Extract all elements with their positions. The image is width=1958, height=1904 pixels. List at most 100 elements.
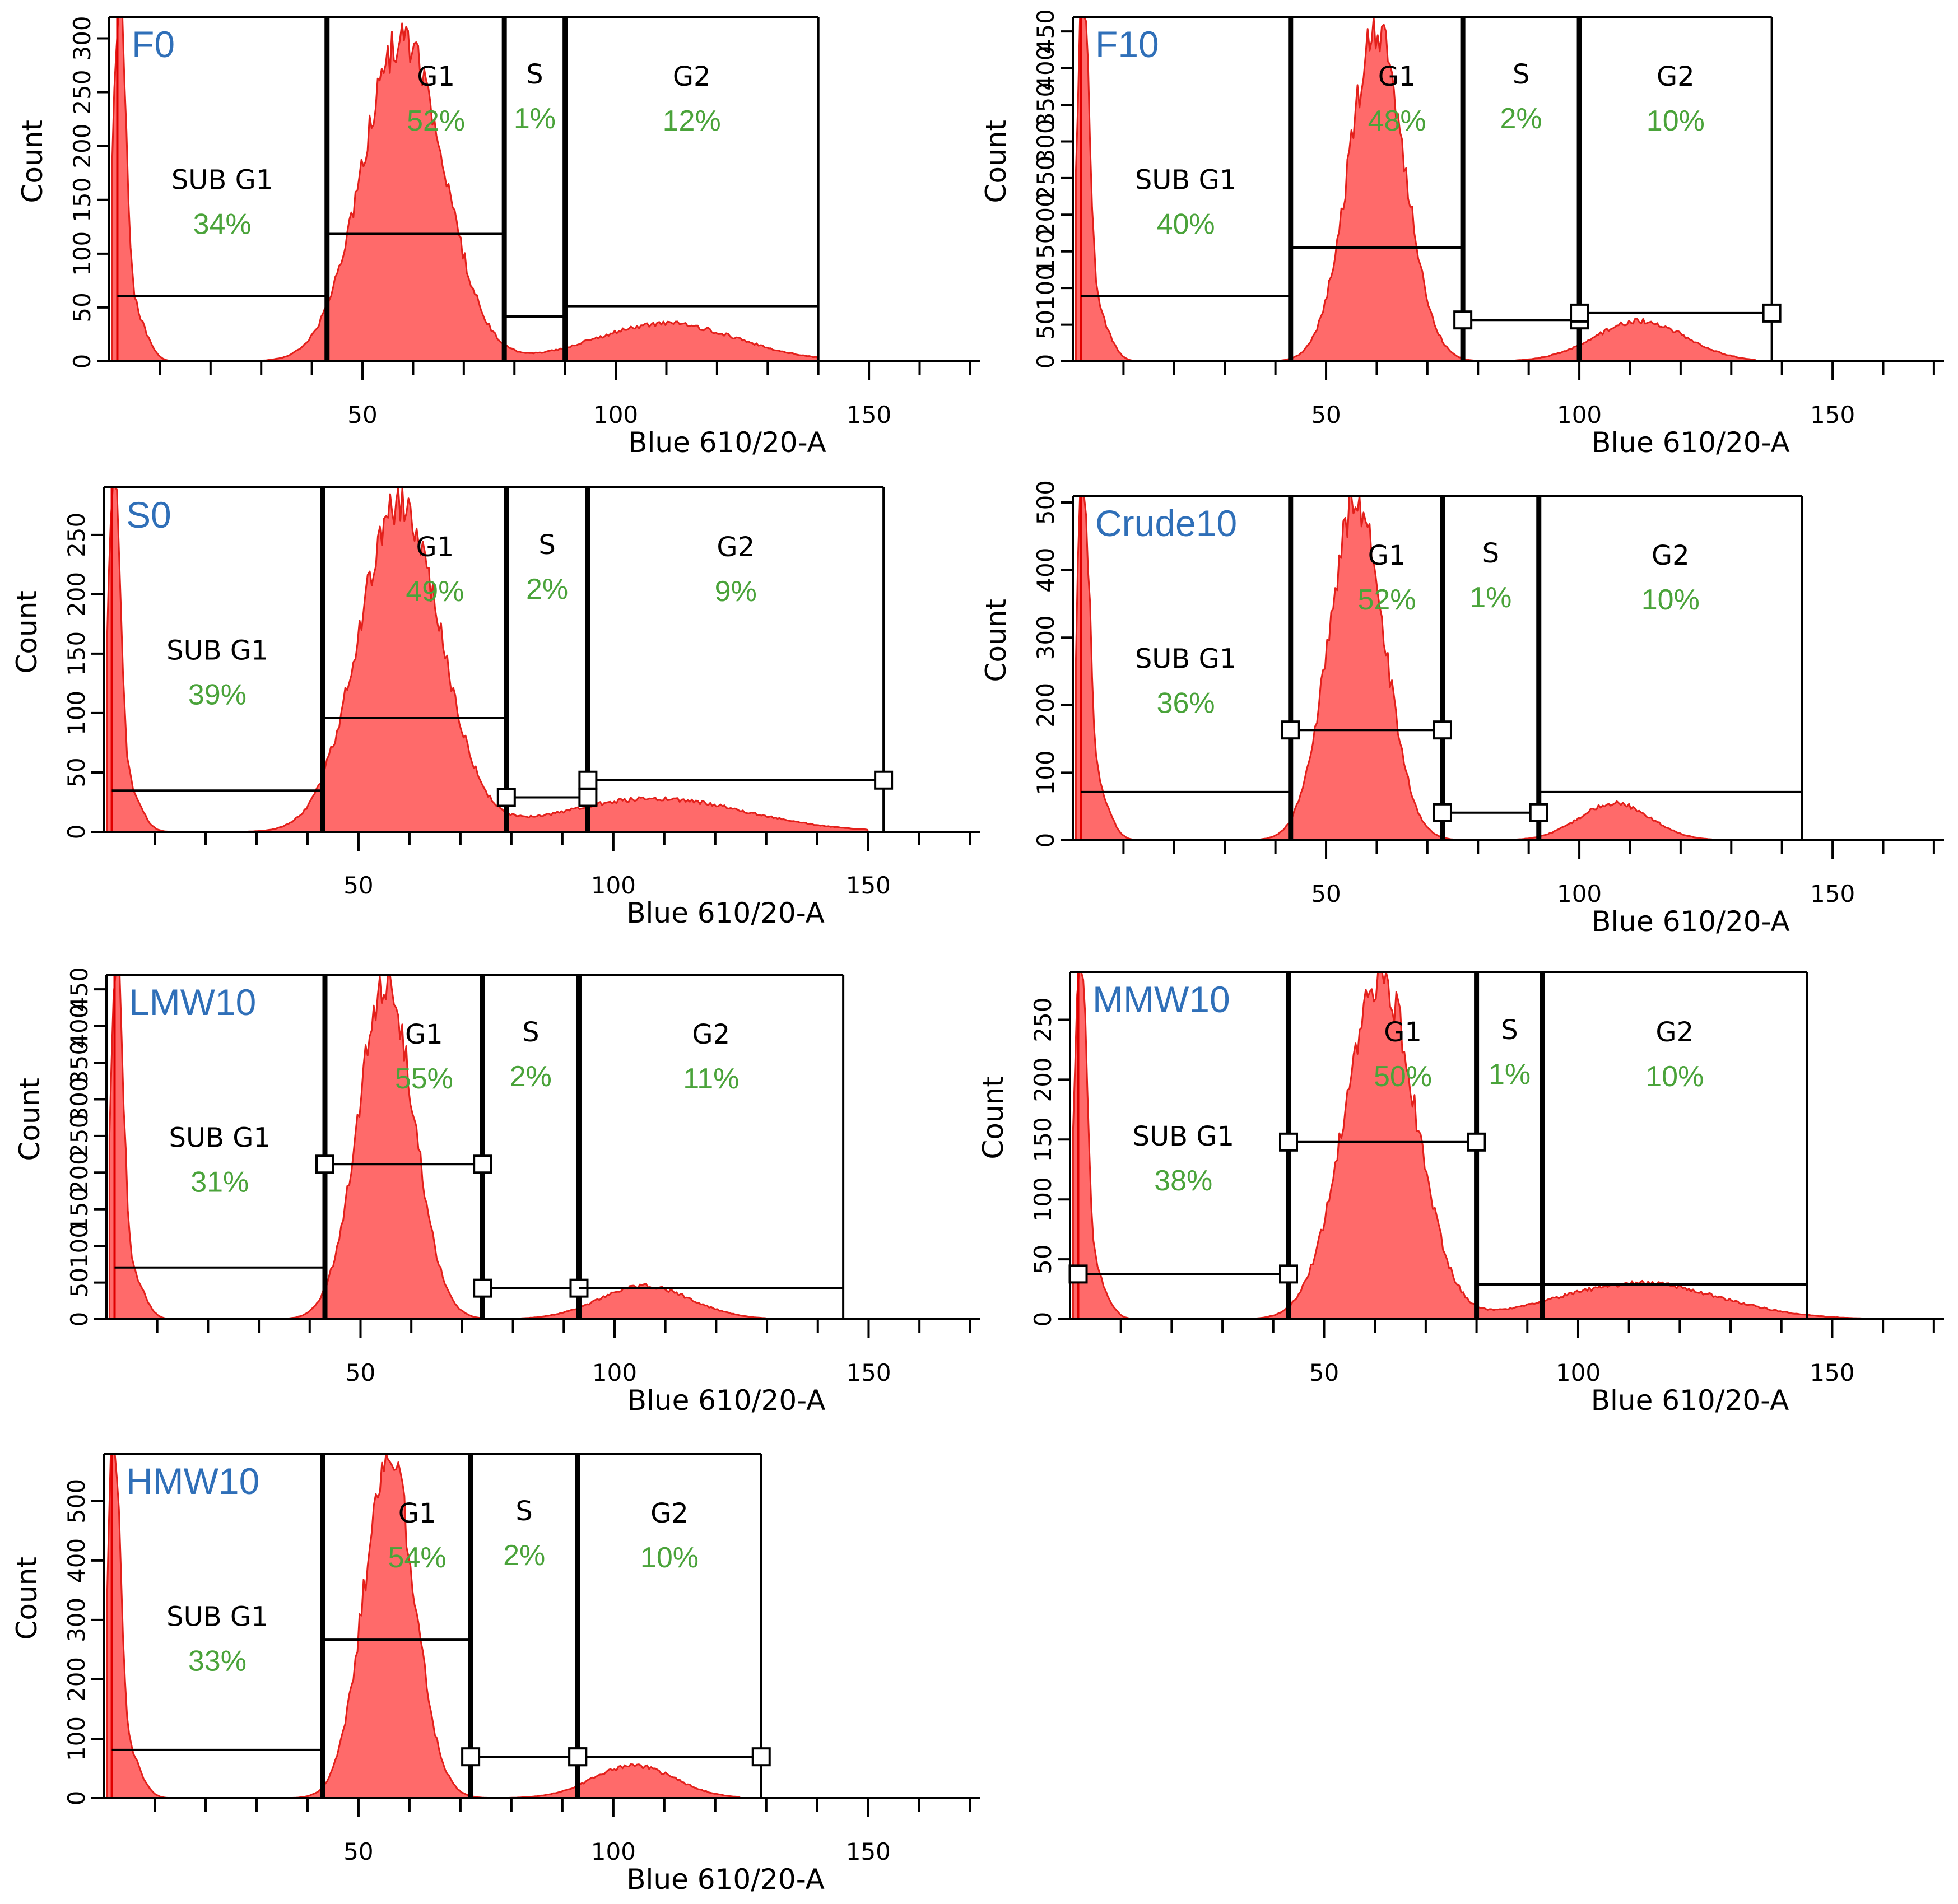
x-tick-label: 150 (1810, 1359, 1854, 1386)
histogram-panel-hmw10: 50 100 150 0 100 200 300 400 500 Blue 610/20-A Cou… (11, 1453, 980, 1896)
gate-label: G1 (1368, 540, 1406, 571)
gate-label: G1 (405, 1019, 443, 1050)
gate-handle (578, 788, 598, 807)
y-tick-label: 0 (63, 1791, 90, 1806)
gate-percent: 1% (1469, 581, 1511, 614)
y-tick-label: 150 (1032, 229, 1059, 274)
y-tick-label: 0 (1032, 354, 1059, 369)
y-axis-label: Count (11, 590, 43, 674)
gate-percent: 55% (395, 1063, 453, 1095)
gate-handle (874, 770, 894, 790)
y-tick-label: 300 (68, 16, 96, 60)
gate-handle (461, 1747, 481, 1767)
x-tick-label: 50 (1311, 880, 1341, 907)
y-tick-label: 300 (1032, 615, 1059, 660)
x-tick-label: 100 (592, 1359, 637, 1386)
y-tick-label: 250 (66, 1114, 93, 1158)
x-tick-label: 150 (1810, 401, 1855, 429)
y-tick-label: 200 (1032, 192, 1059, 237)
gate-handle (578, 770, 598, 790)
gate-percent: 10% (1647, 105, 1705, 137)
gate-percent: 10% (1641, 584, 1700, 616)
y-tick-label: 100 (66, 1223, 93, 1268)
y-tick-label: 200 (63, 1657, 90, 1702)
gate-percent: 49% (406, 575, 464, 608)
histogram-panel-lmw10: 50 100 150050100150200250300350400450Blue … (13, 967, 980, 1417)
gate-label: SUB G1 (166, 635, 268, 667)
gate-label: G2 (673, 61, 711, 92)
y-tick-label: 150 (63, 631, 90, 676)
gate-handle (1762, 303, 1782, 323)
gate-handle (315, 1154, 334, 1174)
y-tick-label: 350 (1032, 82, 1059, 127)
histogram-panel-mmw10: 50 100 150 0 50 100 150 200 250 Blue 610/20-A Coun… (977, 971, 1944, 1417)
panel-title: LMW10 (129, 981, 256, 1023)
gate-percent: 11% (683, 1063, 739, 1095)
y-tick-label: 50 (68, 292, 96, 322)
gate-handle (1279, 1132, 1298, 1152)
gate-percent: 52% (407, 105, 465, 137)
x-tick-label: 100 (591, 1838, 636, 1865)
gate-percent: 9% (715, 575, 757, 608)
gate-handle (1279, 1264, 1298, 1284)
y-axis-label: Count (16, 120, 49, 203)
y-axis-label: Count (11, 1557, 43, 1640)
y-tick-label: 250 (68, 69, 96, 114)
gate-percent: 1% (1489, 1058, 1531, 1091)
gate-label: G1 (416, 532, 454, 563)
gate-percent: 33% (188, 1645, 247, 1678)
x-tick-label: 50 (346, 1359, 375, 1386)
y-tick-label: 100 (63, 691, 90, 735)
x-axis-label: Blue 610/20-A (1591, 1384, 1789, 1417)
gate-label: SUB G1 (171, 165, 273, 196)
gate-label: G1 (398, 1498, 436, 1529)
gate-handle (1529, 803, 1548, 822)
gate-handle (473, 1278, 492, 1298)
y-tick-label: 300 (1032, 119, 1059, 164)
y-tick-label: 400 (63, 1538, 90, 1583)
gate-label: S (1482, 538, 1499, 569)
x-tick-label: 150 (846, 872, 891, 899)
gate-handle (1467, 1132, 1486, 1152)
x-tick-label: 50 (1309, 1359, 1339, 1386)
x-tick-label: 100 (1557, 401, 1602, 429)
y-axis-label: Count (980, 599, 1012, 682)
gate-percent: 2% (526, 573, 568, 606)
y-tick-label: 150 (68, 178, 96, 222)
y-tick-label: 500 (63, 1479, 90, 1524)
x-tick-label: 100 (1556, 1359, 1601, 1386)
gate-label: SUB G1 (169, 1123, 271, 1154)
gate-percent: 10% (640, 1542, 699, 1574)
gate-label: G2 (717, 532, 755, 563)
x-axis-label: Blue 610/20-A (1592, 426, 1790, 459)
y-tick-label: 200 (66, 1150, 93, 1195)
y-tick-label: 100 (68, 231, 96, 276)
y-tick-label: 450 (1032, 9, 1059, 54)
y-tick-label: 300 (63, 1598, 90, 1642)
y-tick-label: 300 (66, 1077, 93, 1121)
gate-handle (568, 1747, 588, 1767)
x-axis-label: Blue 610/20-A (1592, 905, 1790, 938)
y-tick-label: 400 (1032, 46, 1059, 91)
gate-percent: 34% (193, 208, 252, 241)
gate-handle (1570, 303, 1589, 323)
gate-label: SUB G1 (1132, 1121, 1234, 1152)
x-axis-label: Blue 610/20-A (628, 426, 826, 459)
gate-label: SUB G1 (166, 1602, 268, 1633)
gate-label: G2 (1657, 61, 1695, 92)
x-tick-label: 50 (343, 1838, 373, 1865)
gate-label: G2 (1655, 1017, 1694, 1048)
gate-handle (1068, 1264, 1088, 1284)
histogram-panel-s0: 50 100 150 0 50 100 150 200 250 Blue 610/20-A Coun… (11, 486, 980, 929)
y-tick-label: 100 (1032, 266, 1059, 310)
y-tick-label: 150 (1029, 1117, 1057, 1162)
panel-title: HMW10 (126, 1460, 259, 1502)
y-tick-label: 500 (1032, 480, 1059, 525)
y-tick-label: 50 (63, 757, 90, 787)
x-tick-label: 150 (1810, 880, 1855, 907)
gate-label: SUB G1 (1135, 644, 1237, 675)
gate-label: S (522, 1017, 539, 1048)
gate-label: G1 (417, 61, 455, 92)
x-tick-label: 50 (1311, 401, 1341, 429)
y-axis-label: Count (980, 120, 1012, 203)
